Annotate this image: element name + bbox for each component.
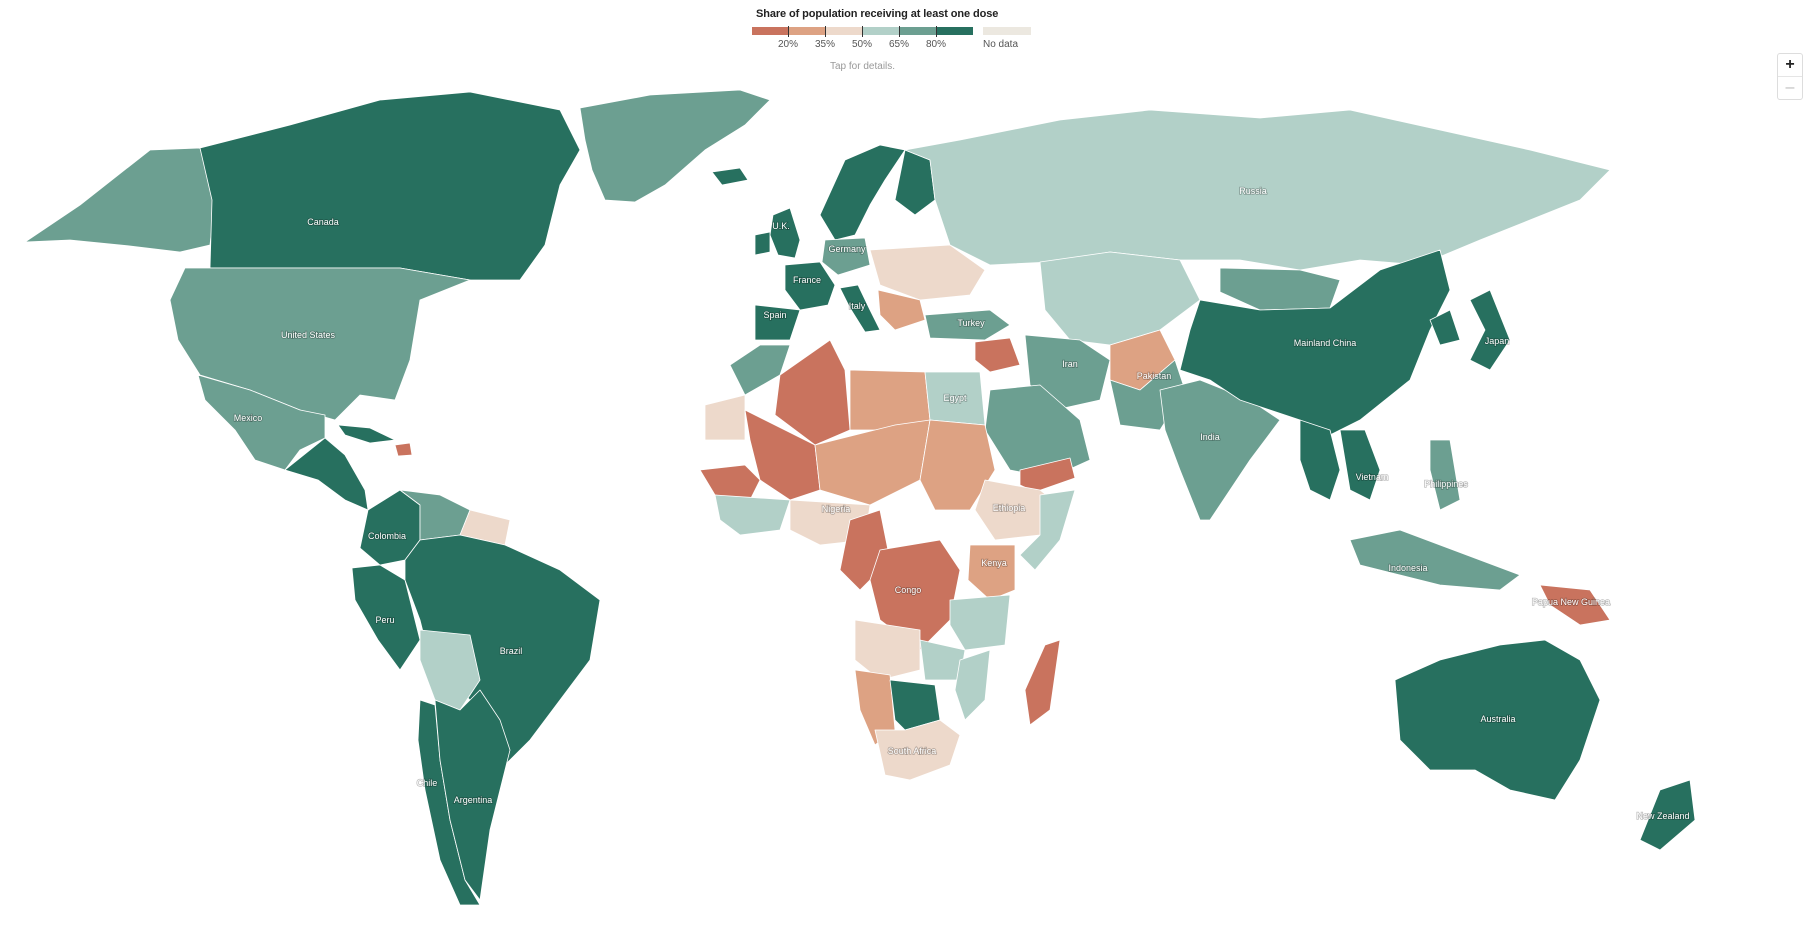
country-angola[interactable] — [854, 619, 921, 681]
zoom-out-button[interactable]: – — [1785, 79, 1795, 96]
legend-tick-65 — [899, 26, 900, 37]
country-mexico[interactable] — [197, 374, 326, 471]
country-gulf-of-guinea[interactable] — [714, 494, 791, 536]
country-south-africa[interactable] — [874, 719, 961, 781]
legend-swatch-50-65 — [862, 27, 899, 35]
legend-tick-label-35: 35% — [814, 39, 836, 50]
legend-tick-50 — [862, 26, 863, 37]
country-congo[interactable] — [869, 539, 961, 651]
country-myanmar-thailand[interactable] — [1299, 419, 1341, 501]
country-uk[interactable] — [769, 207, 801, 259]
country-japan[interactable] — [1469, 289, 1511, 371]
zoom-in-button[interactable]: + — [1778, 54, 1802, 77]
legend-tick-80 — [936, 26, 937, 37]
country-ireland[interactable] — [754, 231, 771, 256]
country-mozambique[interactable] — [954, 649, 991, 721]
legend-hint: Tap for details. — [830, 61, 896, 72]
country-egypt[interactable] — [924, 371, 986, 426]
country-central-america[interactable] — [284, 437, 369, 511]
country-central-asia[interactable] — [1039, 251, 1201, 346]
country-tanzania[interactable] — [949, 594, 1011, 651]
country-sudan[interactable] — [919, 419, 996, 511]
country-spain[interactable] — [754, 304, 801, 341]
country-argentina[interactable] — [434, 689, 511, 901]
legend-tick-35 — [825, 26, 826, 37]
country-cuba[interactable] — [337, 424, 396, 444]
country-mongolia[interactable] — [1219, 267, 1341, 311]
country-italy[interactable] — [839, 284, 881, 333]
legend-swatch-35-50 — [825, 27, 862, 35]
country-haiti[interactable] — [394, 442, 413, 457]
country-western-sahara[interactable] — [704, 394, 746, 441]
legend-tick-label-80: 80% — [925, 39, 947, 50]
legend-swatch-no-data — [983, 27, 1031, 35]
country-libya[interactable] — [849, 369, 931, 431]
world-map: Canada United States Mexico Colombia Per… — [24, 89, 1696, 906]
legend-swatch-under-20 — [752, 27, 788, 35]
country-korea[interactable] — [1429, 309, 1461, 346]
country-syria-iraq[interactable] — [974, 337, 1021, 373]
legend-tick-label-50: 50% — [851, 39, 873, 50]
country-norway-sweden[interactable] — [819, 144, 906, 241]
country-balkans[interactable] — [877, 289, 926, 331]
country-canada[interactable] — [199, 91, 581, 281]
legend-color-scale: 20% 35% 50% 65% 80% No data — [752, 26, 1042, 50]
country-australia[interactable] — [1394, 639, 1601, 801]
legend-swatch-65-80 — [899, 27, 936, 35]
legend-swatch-20-35 — [788, 27, 825, 35]
country-morocco[interactable] — [729, 344, 791, 396]
country-papua-new-guinea[interactable] — [1539, 584, 1611, 626]
legend-title: Share of population receiving at least o… — [756, 8, 999, 20]
country-germany[interactable] — [821, 237, 871, 276]
legend-tick-label-65: 65% — [888, 39, 910, 50]
legend-tick-20 — [788, 26, 789, 37]
country-iceland[interactable] — [711, 167, 749, 186]
country-indonesia[interactable] — [1349, 529, 1521, 591]
country-russia[interactable] — [904, 109, 1611, 271]
country-alaska[interactable] — [24, 147, 216, 253]
country-kenya[interactable] — [967, 544, 1016, 601]
legend-tick-label-20: 20% — [777, 39, 799, 50]
zoom-control: + – — [1777, 53, 1803, 100]
country-peru[interactable] — [351, 564, 421, 671]
country-france[interactable] — [784, 261, 836, 311]
legend: Share of population receiving at least o… — [752, 8, 1042, 50]
legend-swatch-over-80 — [936, 27, 973, 35]
country-turkey[interactable] — [924, 309, 1011, 341]
country-philippines[interactable] — [1429, 439, 1461, 511]
country-somalia[interactable] — [1019, 489, 1076, 571]
country-united-states[interactable] — [169, 267, 471, 421]
country-new-zealand[interactable] — [1639, 779, 1696, 851]
legend-no-data-label: No data — [983, 39, 1019, 50]
country-madagascar[interactable] — [1024, 639, 1061, 726]
country-mainland-china[interactable] — [1179, 249, 1451, 441]
country-vietnam[interactable] — [1339, 429, 1381, 501]
country-greenland[interactable] — [579, 89, 771, 203]
country-yemen[interactable] — [1019, 457, 1076, 493]
country-west-africa-coast[interactable] — [699, 464, 761, 501]
